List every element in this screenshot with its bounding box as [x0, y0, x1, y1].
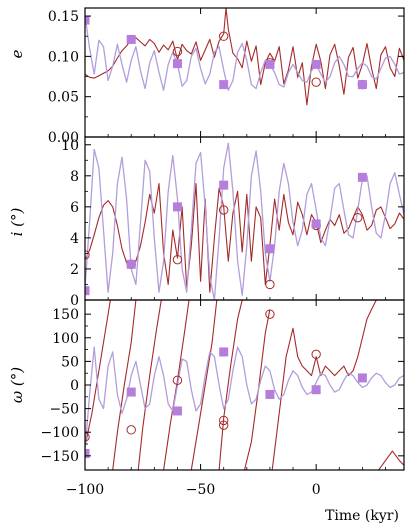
ylabel-e: e — [8, 49, 26, 58]
marker-filled-square — [85, 15, 90, 25]
marker-open-circle — [311, 77, 321, 87]
marker-filled-square — [265, 59, 275, 69]
ytick-label: 0.05 — [48, 90, 79, 106]
marker-open-circle — [218, 420, 229, 430]
marker-filled-square — [311, 59, 321, 69]
marker-open-circle — [172, 375, 183, 385]
ytick-label: 10 — [61, 138, 79, 154]
xtick-label: 0 — [312, 482, 321, 498]
ylabel-inclination: i (°) — [8, 207, 26, 236]
ytick-label: 0.10 — [48, 49, 79, 65]
marker-filled-square — [265, 389, 275, 399]
marker-filled-square — [357, 172, 367, 182]
marker-filled-square — [85, 448, 90, 458]
plot-area — [85, 142, 404, 300]
marker-filled-square — [172, 59, 182, 69]
marker-filled-square — [126, 34, 136, 44]
marker-filled-square — [172, 406, 182, 416]
series-lavender-line — [85, 142, 404, 300]
marker-open-circle — [311, 349, 321, 360]
marker-filled-square — [357, 373, 367, 383]
ytick-label: 0 — [70, 378, 79, 394]
marker-filled-square — [265, 244, 275, 254]
ytick-label: 100 — [52, 331, 79, 347]
marker-filled-square — [311, 385, 321, 395]
marker-open-circle — [218, 415, 229, 426]
marker-filled-square — [126, 387, 136, 397]
marker-filled-square — [357, 80, 367, 90]
ytick-label: 4 — [70, 231, 79, 247]
xlabel-time: Time (kyr) — [325, 508, 399, 524]
plot-area — [85, 300, 404, 470]
marker-open-circle — [172, 254, 183, 265]
ytick-label: 0 — [70, 293, 79, 309]
marker-open-circle — [218, 31, 229, 41]
marker-open-circle — [353, 213, 363, 223]
xtick-label: −50 — [186, 482, 216, 498]
panel-argument-of-pericenter: −150 −100 −50 0 50 100 150 −100 −50 0 — [41, 299, 405, 498]
marker-open-circle — [265, 309, 275, 319]
marker-filled-square — [172, 202, 182, 212]
ytick-label: 0.00 — [48, 130, 79, 146]
marker-open-circle — [126, 425, 136, 435]
ytick-label: −100 — [41, 425, 79, 441]
marker-filled-square — [219, 347, 229, 357]
marker-filled-square — [85, 286, 90, 296]
panel-inclination: 0 2 4 6 8 10 — [61, 136, 405, 309]
marker-filled-square — [126, 259, 136, 269]
ytick-label: −50 — [49, 402, 79, 418]
marker-open-circle — [265, 279, 275, 290]
panel-eccentricity: 0.00 0.05 0.10 0.15 — [48, 7, 405, 146]
series-lavender-line — [85, 15, 404, 91]
ytick-label: 2 — [70, 262, 79, 278]
series-lavender-line — [85, 346, 404, 452]
plot-area — [85, 8, 404, 106]
series-brown-line — [85, 8, 404, 106]
marker-open-circle — [172, 46, 183, 57]
marker-filled-square — [219, 180, 229, 190]
ytick-label: −150 — [41, 449, 79, 465]
series-brown-line — [85, 300, 404, 470]
ytick-label: 50 — [61, 354, 79, 370]
marker-open-circle — [218, 205, 229, 215]
marker-filled-square — [219, 80, 229, 90]
marker-filled-square — [311, 219, 321, 229]
ytick-label: 150 — [52, 307, 79, 323]
xtick-label: −100 — [66, 482, 104, 498]
ytick-label: 8 — [70, 169, 79, 185]
ytick-label: 0.15 — [48, 9, 79, 25]
ytick-label: 6 — [70, 200, 79, 216]
ylabel-omega: ω (°) — [8, 367, 26, 403]
